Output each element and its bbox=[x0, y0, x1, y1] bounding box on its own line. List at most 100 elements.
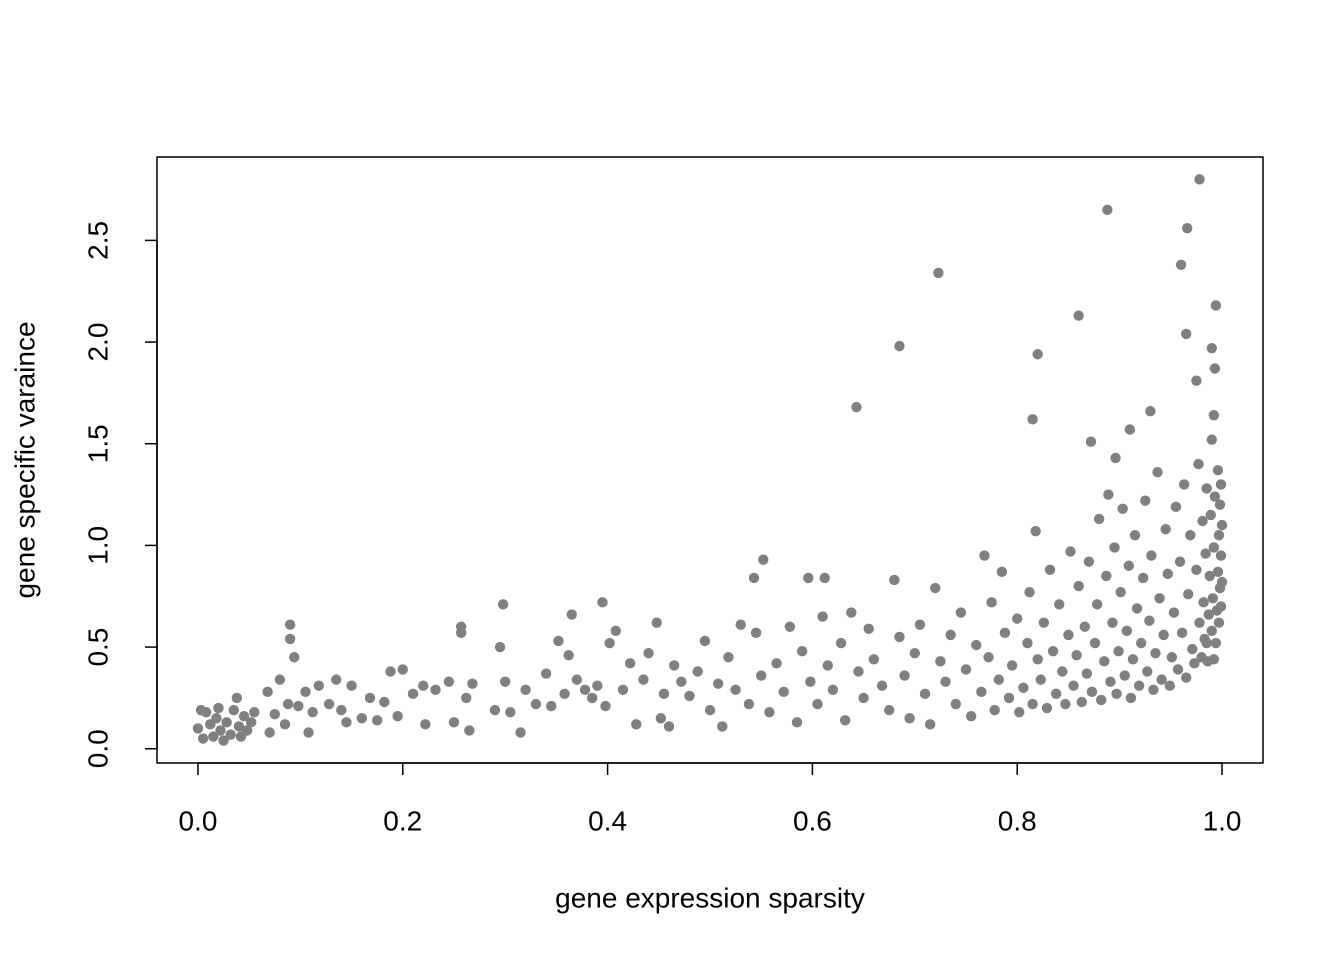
point bbox=[1105, 676, 1116, 687]
point bbox=[839, 715, 851, 726]
point bbox=[909, 647, 921, 659]
point bbox=[1083, 556, 1095, 567]
point bbox=[1183, 589, 1194, 600]
point bbox=[346, 680, 357, 691]
point bbox=[1144, 615, 1155, 626]
point bbox=[284, 619, 296, 630]
point bbox=[643, 647, 654, 659]
point bbox=[208, 731, 219, 742]
point bbox=[303, 727, 314, 738]
point bbox=[336, 704, 347, 716]
point bbox=[1022, 637, 1033, 649]
point bbox=[868, 654, 880, 665]
point bbox=[1054, 599, 1065, 610]
point bbox=[919, 688, 931, 700]
point bbox=[658, 688, 670, 700]
point bbox=[743, 698, 755, 710]
point bbox=[1185, 530, 1196, 541]
point bbox=[1216, 576, 1228, 588]
point bbox=[764, 706, 775, 718]
point bbox=[1197, 515, 1208, 527]
point bbox=[704, 704, 716, 716]
point bbox=[1099, 656, 1110, 667]
point bbox=[1189, 658, 1200, 669]
point bbox=[221, 717, 232, 728]
point bbox=[791, 717, 803, 728]
point bbox=[993, 674, 1004, 685]
point bbox=[1162, 568, 1173, 580]
point bbox=[1091, 599, 1103, 610]
point bbox=[540, 668, 552, 679]
point bbox=[663, 721, 675, 732]
point bbox=[246, 717, 257, 728]
point bbox=[1166, 652, 1178, 663]
point bbox=[356, 713, 368, 724]
y-tick-label: 2.0 bbox=[82, 323, 113, 362]
x-tick-label: 0.8 bbox=[998, 805, 1037, 836]
x-tick-label: 0.0 bbox=[178, 805, 217, 836]
point bbox=[1102, 204, 1113, 216]
point bbox=[819, 572, 830, 584]
point bbox=[899, 670, 910, 681]
point bbox=[274, 674, 286, 685]
point bbox=[455, 627, 467, 639]
point bbox=[1068, 680, 1079, 691]
point bbox=[1194, 174, 1205, 185]
x-tick-label: 0.2 bbox=[383, 805, 422, 836]
point bbox=[1027, 414, 1038, 425]
point bbox=[1145, 405, 1156, 417]
point bbox=[771, 658, 782, 669]
point bbox=[323, 698, 335, 710]
point bbox=[1101, 570, 1112, 582]
point bbox=[515, 727, 526, 738]
point bbox=[1214, 499, 1226, 510]
point bbox=[553, 635, 564, 647]
point bbox=[1205, 509, 1216, 521]
point bbox=[1210, 637, 1222, 649]
point bbox=[979, 550, 990, 561]
point bbox=[822, 660, 833, 671]
point bbox=[215, 725, 226, 736]
point bbox=[566, 609, 577, 620]
point bbox=[385, 666, 396, 677]
point bbox=[379, 696, 390, 708]
point bbox=[1089, 637, 1101, 649]
point bbox=[1170, 501, 1182, 512]
point bbox=[1125, 692, 1137, 704]
point bbox=[1131, 603, 1143, 614]
point bbox=[461, 692, 472, 704]
point bbox=[827, 684, 839, 695]
plot-frame bbox=[156, 156, 1264, 764]
point bbox=[971, 639, 982, 651]
point bbox=[750, 627, 762, 639]
point bbox=[1172, 664, 1184, 675]
y-tick-label: 1.0 bbox=[82, 526, 113, 565]
point bbox=[1158, 629, 1169, 641]
point bbox=[1041, 702, 1053, 714]
point bbox=[262, 686, 273, 698]
point bbox=[884, 704, 895, 716]
point bbox=[846, 607, 857, 618]
point bbox=[1209, 491, 1221, 502]
point bbox=[211, 713, 222, 724]
point bbox=[610, 625, 621, 637]
point bbox=[638, 674, 649, 685]
point bbox=[940, 676, 951, 687]
point bbox=[392, 711, 403, 722]
point bbox=[1208, 654, 1220, 665]
point bbox=[1213, 530, 1225, 541]
point bbox=[1206, 434, 1217, 445]
point bbox=[945, 629, 956, 641]
point bbox=[600, 700, 611, 712]
point bbox=[1129, 530, 1141, 541]
point bbox=[1024, 586, 1035, 598]
y-tick-label: 1.5 bbox=[82, 424, 113, 463]
point bbox=[1206, 342, 1217, 354]
point bbox=[1032, 654, 1043, 665]
point bbox=[192, 723, 204, 734]
point bbox=[756, 670, 767, 681]
point bbox=[1014, 706, 1025, 718]
point bbox=[1204, 570, 1215, 582]
point bbox=[597, 597, 608, 608]
point bbox=[983, 652, 994, 663]
